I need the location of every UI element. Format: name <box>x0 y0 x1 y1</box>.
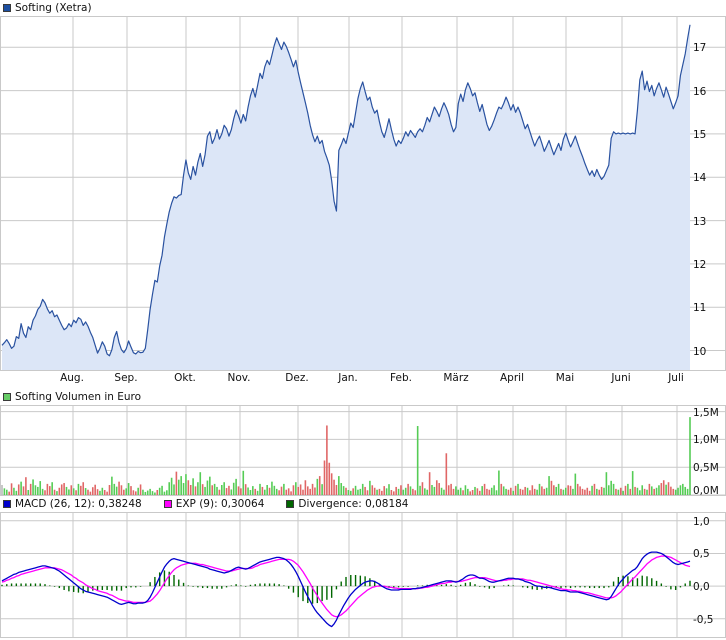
macd-series-label: MACD (26, 12): 0,38248 <box>15 498 142 510</box>
price-x-axis-labels: Aug. Sep. Okt. Nov. Dez. Jan. Feb. März April Mai… <box>0 371 726 389</box>
square-marker-icon <box>3 500 11 508</box>
x-tick-Aug: Aug. <box>60 372 84 384</box>
price-chart-plot[interactable]: 10 11 12 13 14 15 16 17 <box>0 16 726 371</box>
square-marker-icon <box>3 4 11 12</box>
x-tick-Juli: Juli <box>668 372 684 384</box>
macd-panel-header: MACD (26, 12): 0,38248 EXP (9): 0,30064 … <box>0 496 726 512</box>
x-tick-Juni: Juni <box>611 372 631 384</box>
legend-item-divergence[interactable]: Divergence: 0,08184 <box>286 498 409 510</box>
price-series-label: Softing (Xetra) <box>15 2 92 14</box>
macd-chart-svg <box>1 513 725 637</box>
volume-panel-header: Softing Volumen in Euro <box>0 389 726 405</box>
legend-item-price[interactable]: Softing (Xetra) <box>3 2 92 14</box>
square-marker-icon <box>286 500 295 508</box>
x-tick-Feb: Feb. <box>390 372 412 384</box>
x-tick-April: April <box>500 372 524 384</box>
volume-series-label: Softing Volumen in Euro <box>15 391 142 403</box>
x-tick-Sep: Sep. <box>114 372 138 384</box>
x-tick-Mai: Mai <box>555 372 575 384</box>
x-tick-Nov: Nov. <box>227 372 251 384</box>
square-marker-icon <box>3 393 11 401</box>
x-tick-Jan: Jan. <box>338 372 358 384</box>
x-tick-Okt: Okt. <box>174 372 196 384</box>
volume-chart-plot[interactable]: 0,0M 0,5M 1,0M 1,5M <box>0 405 726 497</box>
legend-item-macd[interactable]: MACD (26, 12): 0,38248 <box>3 498 142 510</box>
x-tick-Mrz: März <box>443 372 469 384</box>
x-tick-Dez: Dez. <box>285 372 309 384</box>
divergence-series-label: Divergence: 0,08184 <box>298 498 409 510</box>
price-panel-header: Softing (Xetra) <box>0 0 726 16</box>
legend-item-exp[interactable]: EXP (9): 0,30064 <box>163 498 265 510</box>
macd-chart-plot[interactable]: -0,5 0,0 0,5 1,0 <box>0 512 726 638</box>
volume-chart-svg <box>1 406 725 495</box>
legend-item-volume[interactable]: Softing Volumen in Euro <box>3 391 141 403</box>
exp-series-label: EXP (9): 0,30064 <box>175 498 265 510</box>
price-chart-svg <box>1 17 725 370</box>
square-marker-icon <box>163 500 172 508</box>
